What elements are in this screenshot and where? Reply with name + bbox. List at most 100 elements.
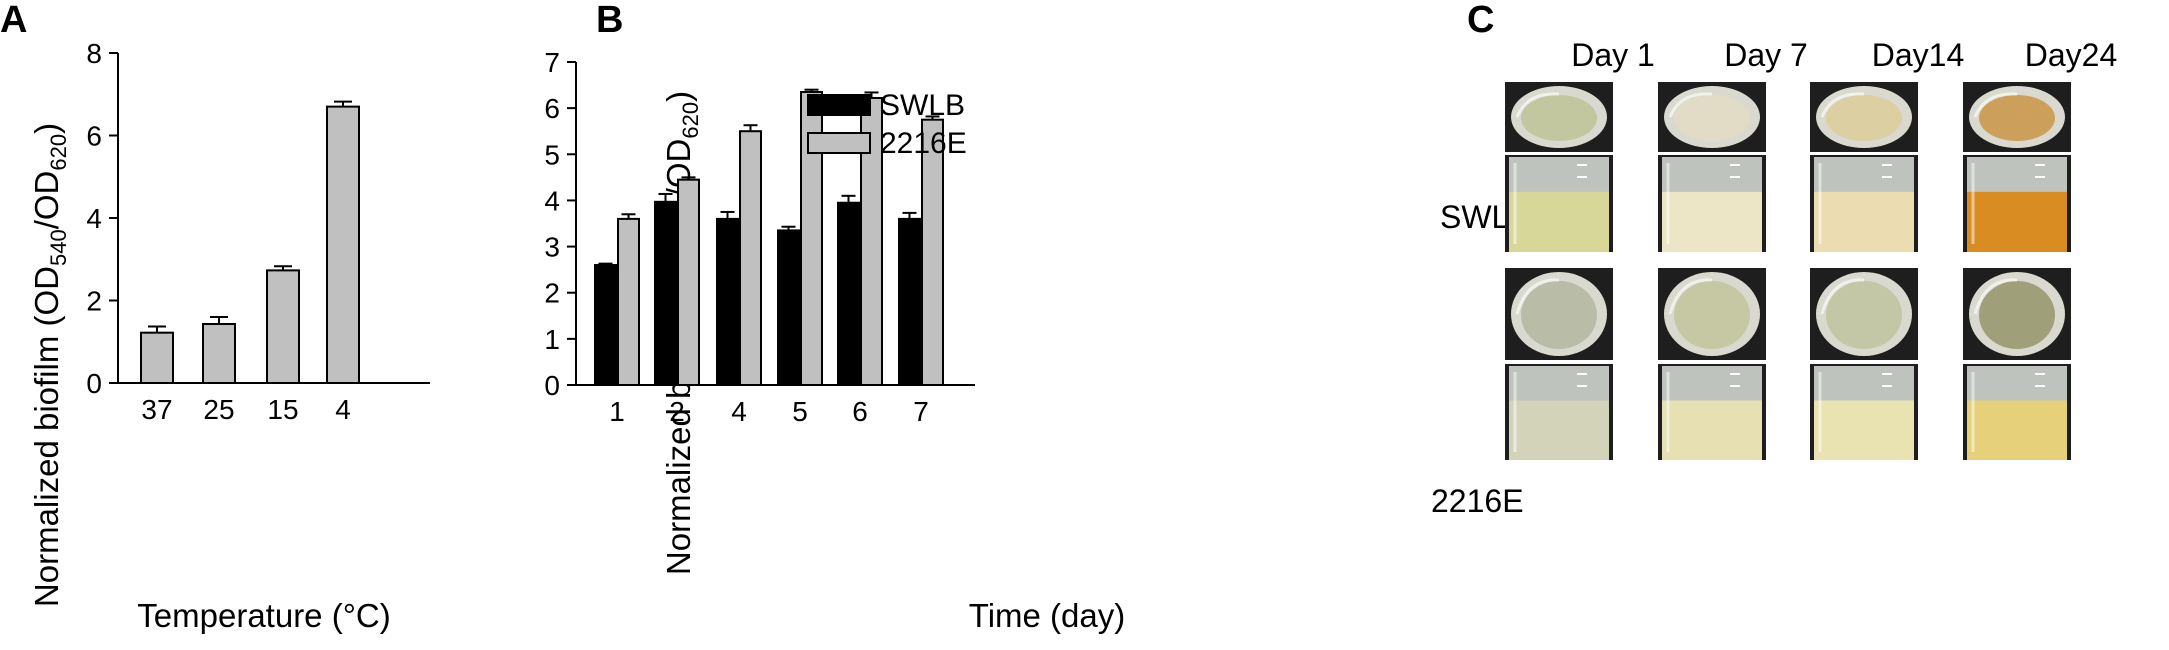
bar-swlb [716,217,739,386]
culture-liquid [1662,191,1762,252]
culture-surface [1979,281,2055,349]
bar-2216e [677,178,700,386]
panel-b-y-tick-label: 7 [544,47,560,78]
glass-glare [1515,92,1560,118]
panel-b-xlabel: Time (day) [969,597,1125,634]
panel-b-y-tick-label: 1 [544,324,560,355]
x-tick-label: 4 [335,394,351,425]
beaker-photo [1505,155,1613,252]
beaker-photo [1505,268,1613,360]
glass-glare [1973,92,2018,118]
glass-glare [1820,278,1865,315]
culture-surface [1521,95,1597,141]
panel-b: B Normalized biofilm (OD540/OD620) 01234… [544,0,1125,634]
panel-c: C Day 1 Day 7 Day14 Day24 SWLB 2216E [1431,0,2117,519]
panel-b-y-tick-label: 5 [544,139,560,170]
beaker-photo [1505,82,1613,152]
glass-glare [1820,92,1865,118]
panel-a-letter: A [0,0,27,41]
panel-b-y-tick-label: 3 [544,232,560,263]
glass-glare [1973,278,2018,315]
bar-swlb [654,200,677,386]
glass-glare [1668,92,1713,118]
panel-b-y-tick-label: 0 [544,370,560,401]
beaker-photo [1963,268,2071,360]
beaker-photo [1810,364,1918,460]
x-tick-label: 25 [203,394,234,425]
bar-swlb [837,201,860,386]
panel-a-y-tick-label: 4 [86,203,102,234]
panel-a-y-tick-label: 8 [86,38,102,69]
bar [326,105,360,384]
beaker-photo [1810,155,1918,252]
svg-text:Normalized biofilm (OD540/OD62: Normalized biofilm (OD540/OD620) [28,123,71,607]
panel-b-y-tick-label: 4 [544,185,560,216]
bar-2216e [739,130,762,386]
beaker-photo [1963,155,2071,252]
glass-glare [1515,278,1560,315]
legend-swatch-2216e [807,132,871,154]
bar-2216e [617,217,640,386]
culture-liquid [1509,400,1609,460]
panel-b-legend: SWLB 2216E [807,89,967,160]
bar [202,323,236,385]
culture-surface [1826,95,1902,141]
panel-b-axes: 0 1 2 3 4 5 6 7 [544,47,975,401]
beaker-photo [1963,364,2071,460]
glass-glare [1668,278,1713,315]
x-tick-label: 37 [141,394,172,425]
beaker-photo [1658,364,1766,460]
culture-surface [1979,95,2055,141]
beaker-photo [1810,82,1918,152]
culture-surface [1521,281,1597,349]
culture-liquid [1814,400,1914,460]
x-tick-label: 6 [852,396,868,427]
bar [266,269,300,385]
culture-liquid [1814,191,1914,252]
culture-liquid [1967,191,2067,252]
panel-a-axes: 0 2 4 6 8 [86,38,430,399]
panel-b-y-tick-label: 6 [544,93,560,124]
culture-liquid [1662,400,1762,460]
beaker-photo [1658,82,1766,152]
culture-liquid [1967,400,2067,460]
panel-b-letter: B [596,0,623,41]
culture-surface [1826,281,1902,349]
bar-swlb [898,217,921,386]
panel-a-y-tick-label: 2 [86,286,102,317]
x-tick-label: 1 [609,396,625,427]
panel-a-y-tick-label: 0 [86,368,102,399]
x-tick-label: 15 [267,394,298,425]
bar-swlb [594,264,617,386]
x-tick-label: 7 [913,396,929,427]
culture-liquid [1509,191,1609,252]
panel-a-ylabel: Normalized biofilm (OD540/OD620) [28,123,71,607]
panel-c-letter: C [1467,0,1494,41]
legend-label-swlb: SWLB [880,89,965,122]
row-label-2216e: 2216E [1431,483,1524,519]
panel-b-bars: 1 2 4 5 6 7 [594,88,944,427]
beaker-photo [1658,155,1766,252]
panel-b-y-tick-label: 2 [544,278,560,309]
panel-a-y-tick-label: 6 [86,121,102,152]
day-header-2: Day 7 [1724,37,1808,73]
x-tick-label: 4 [731,396,747,427]
culture-surface [1674,281,1750,349]
beaker-photo [1658,268,1766,360]
x-tick-label: 5 [792,396,808,427]
legend-swatch-swlb [807,94,871,116]
bar-swlb [777,229,800,386]
bar [140,331,174,384]
panel-a-bars: 37 25 15 4 [140,100,360,425]
panel-a: A Normalized biofilm (OD540/OD620) 0 2 4 6 8… [0,0,430,634]
day-header-1: Day 1 [1571,37,1655,73]
legend-label-2216e: 2216E [880,127,967,160]
x-tick-label: 2 [669,396,685,427]
day-header-3: Day14 [1872,37,1965,73]
beaker-photo [1505,364,1613,460]
beaker-photo [1810,268,1918,360]
panel-a-xlabel: Temperature (°C) [137,597,390,634]
beaker-photo [1963,82,2071,152]
culture-surface [1674,95,1750,141]
